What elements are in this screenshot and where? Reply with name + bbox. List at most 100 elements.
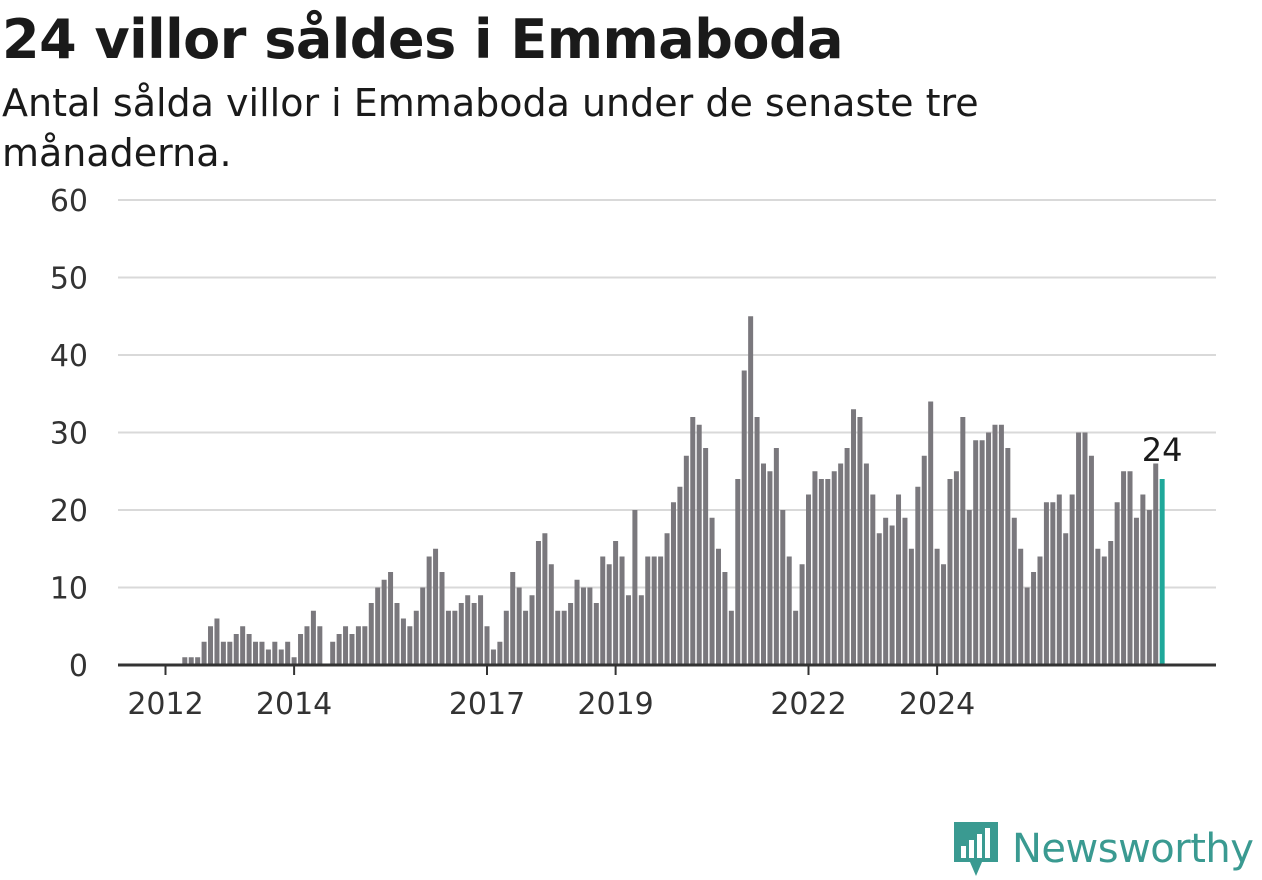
bar bbox=[1114, 502, 1120, 665]
bar bbox=[188, 657, 194, 665]
bar bbox=[1082, 432, 1088, 665]
bar bbox=[748, 316, 754, 665]
bar bbox=[1005, 448, 1011, 665]
bar bbox=[542, 533, 548, 665]
bar bbox=[857, 417, 863, 665]
bar bbox=[298, 634, 304, 665]
chart-subtitle: Antal sålda villor i Emmaboda under de s… bbox=[2, 81, 979, 175]
bar bbox=[1101, 556, 1107, 665]
bar bbox=[844, 448, 850, 665]
bar bbox=[709, 517, 715, 665]
bar bbox=[992, 424, 998, 665]
bar bbox=[1088, 455, 1094, 665]
bar bbox=[613, 541, 619, 665]
bar bbox=[600, 556, 606, 665]
x-tick-label: 2014 bbox=[256, 687, 332, 722]
bar bbox=[548, 564, 554, 665]
bar bbox=[941, 564, 947, 665]
bar bbox=[227, 641, 233, 665]
bar bbox=[934, 548, 940, 665]
bar bbox=[838, 463, 844, 665]
bar bbox=[741, 370, 747, 665]
bar bbox=[445, 610, 451, 665]
bar bbox=[651, 556, 657, 665]
bar bbox=[1127, 471, 1133, 665]
bar bbox=[973, 440, 979, 665]
bar bbox=[343, 626, 349, 665]
bar bbox=[902, 517, 908, 665]
bar bbox=[1121, 471, 1127, 665]
bar bbox=[1146, 510, 1152, 665]
bar bbox=[921, 455, 927, 665]
x-axis-ticks: 2012 2014 2017 2019 2022 2024 bbox=[127, 665, 975, 722]
bar bbox=[458, 603, 464, 665]
bar bbox=[625, 595, 631, 665]
x-tick-label: 2019 bbox=[577, 687, 653, 722]
bar bbox=[349, 634, 355, 665]
bar bbox=[220, 641, 226, 665]
bar bbox=[638, 595, 644, 665]
bar bbox=[1037, 556, 1043, 665]
y-tick-label: 20 bbox=[50, 494, 88, 529]
bar bbox=[580, 587, 586, 665]
bar bbox=[1153, 463, 1159, 665]
bar bbox=[863, 463, 869, 665]
bar bbox=[632, 510, 638, 665]
x-tick-label: 2024 bbox=[899, 687, 975, 722]
bar bbox=[510, 572, 516, 665]
bar bbox=[986, 432, 992, 665]
bar bbox=[690, 417, 696, 665]
bar bbox=[619, 556, 625, 665]
bar bbox=[883, 517, 889, 665]
chart-title: 24 villor såldes i Emmaboda bbox=[2, 8, 844, 71]
bar bbox=[754, 417, 760, 665]
bar bbox=[433, 548, 439, 665]
y-tick-label: 40 bbox=[50, 339, 88, 374]
bar bbox=[497, 641, 503, 665]
bar bbox=[407, 626, 413, 665]
bar bbox=[786, 556, 792, 665]
bar-chart: 0 10 20 30 40 50 60 2012 2014 2017 2019 2022 2024 2… bbox=[50, 184, 1216, 722]
bar bbox=[201, 641, 207, 665]
bar bbox=[368, 603, 374, 665]
bar bbox=[516, 587, 522, 665]
y-tick-label: 10 bbox=[50, 572, 88, 607]
bar bbox=[336, 634, 342, 665]
bar bbox=[490, 649, 496, 665]
bar bbox=[1069, 494, 1075, 665]
bar bbox=[851, 409, 857, 665]
brand-name: Newsworthy bbox=[1012, 826, 1254, 872]
bar bbox=[400, 618, 406, 665]
bar bbox=[208, 626, 214, 665]
y-tick-label: 60 bbox=[50, 184, 88, 219]
bar bbox=[715, 548, 721, 665]
bar-highlight bbox=[1159, 479, 1165, 665]
bar bbox=[375, 587, 381, 665]
bar bbox=[606, 564, 612, 665]
bar bbox=[259, 641, 265, 665]
bar bbox=[1095, 548, 1101, 665]
newsworthy-logo: Newsworthy bbox=[950, 818, 1254, 880]
bar bbox=[896, 494, 902, 665]
bar bbox=[767, 471, 773, 665]
bar bbox=[1011, 517, 1017, 665]
bar bbox=[998, 424, 1004, 665]
bar bbox=[1018, 548, 1024, 665]
bar bbox=[683, 455, 689, 665]
bar bbox=[806, 494, 812, 665]
bar bbox=[465, 595, 471, 665]
bar bbox=[291, 657, 297, 665]
bar bbox=[696, 424, 702, 665]
bar bbox=[285, 641, 291, 665]
bar bbox=[670, 502, 676, 665]
bar bbox=[355, 626, 361, 665]
bar bbox=[272, 641, 278, 665]
bar bbox=[561, 610, 567, 665]
bar bbox=[593, 603, 599, 665]
bar bbox=[240, 626, 246, 665]
bar bbox=[947, 479, 953, 665]
bar bbox=[664, 533, 670, 665]
bar bbox=[413, 610, 419, 665]
bar bbox=[439, 572, 445, 665]
bar bbox=[831, 471, 837, 665]
